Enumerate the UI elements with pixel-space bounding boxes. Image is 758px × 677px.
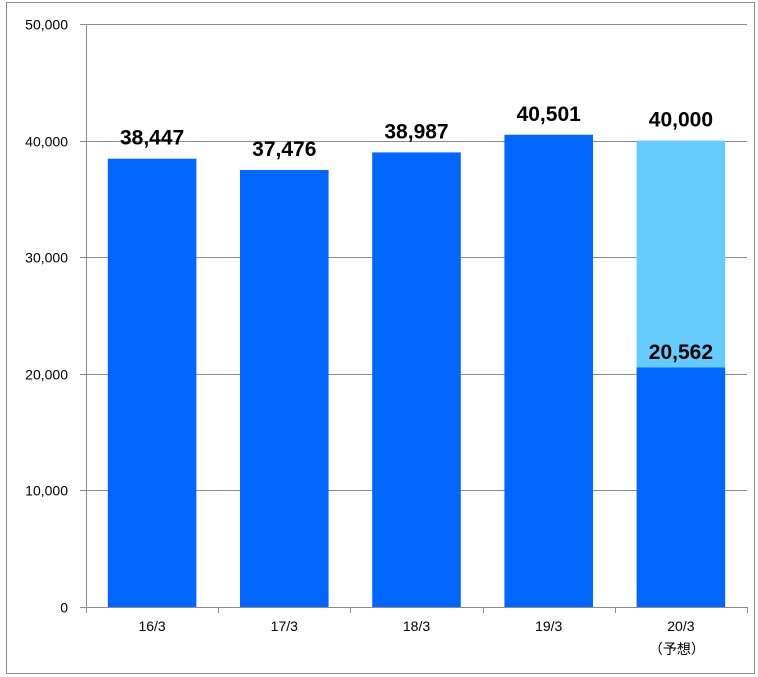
x-tick-label: 17/3 xyxy=(271,618,298,634)
x-tick-sublabel: （予想） xyxy=(649,641,705,657)
y-tick-label: 0 xyxy=(60,600,68,616)
bar-18-3-s0 xyxy=(372,152,461,608)
bar-17-3-s0 xyxy=(240,170,329,607)
bar-20-3-s1 xyxy=(636,140,726,368)
y-tick-label: 10,000 xyxy=(25,483,68,499)
tick-labels: 0 10,000 20,000 30,000 40,000 50,000 16/3 17/3 1… xyxy=(25,17,705,658)
bar-16-3-s0 xyxy=(107,158,197,607)
x-tick-label: 16/3 xyxy=(138,618,165,634)
bar-20-3-s0 xyxy=(636,367,726,607)
data-label: 40,000 xyxy=(649,109,713,132)
data-label-inner: 20,562 xyxy=(649,341,713,364)
bar-19-3-s0 xyxy=(504,134,593,607)
y-tick-label: 40,000 xyxy=(25,134,68,150)
y-tick-label: 30,000 xyxy=(25,250,68,266)
data-label: 37,476 xyxy=(252,138,316,161)
x-tick-label: 20/3 xyxy=(667,618,694,634)
axes xyxy=(80,24,748,613)
y-tick-label: 20,000 xyxy=(25,367,68,383)
bars xyxy=(107,134,726,608)
y-tick-label: 50,000 xyxy=(25,17,68,33)
data-label: 38,987 xyxy=(384,120,448,143)
data-label: 40,501 xyxy=(517,103,582,126)
data-label: 38,447 xyxy=(120,127,184,150)
x-tick-label: 18/3 xyxy=(403,618,430,634)
x-tick-label: 19/3 xyxy=(535,618,562,634)
data-labels: 38,447 37,476 38,987 40,501 40,000 20,562 xyxy=(120,103,713,364)
